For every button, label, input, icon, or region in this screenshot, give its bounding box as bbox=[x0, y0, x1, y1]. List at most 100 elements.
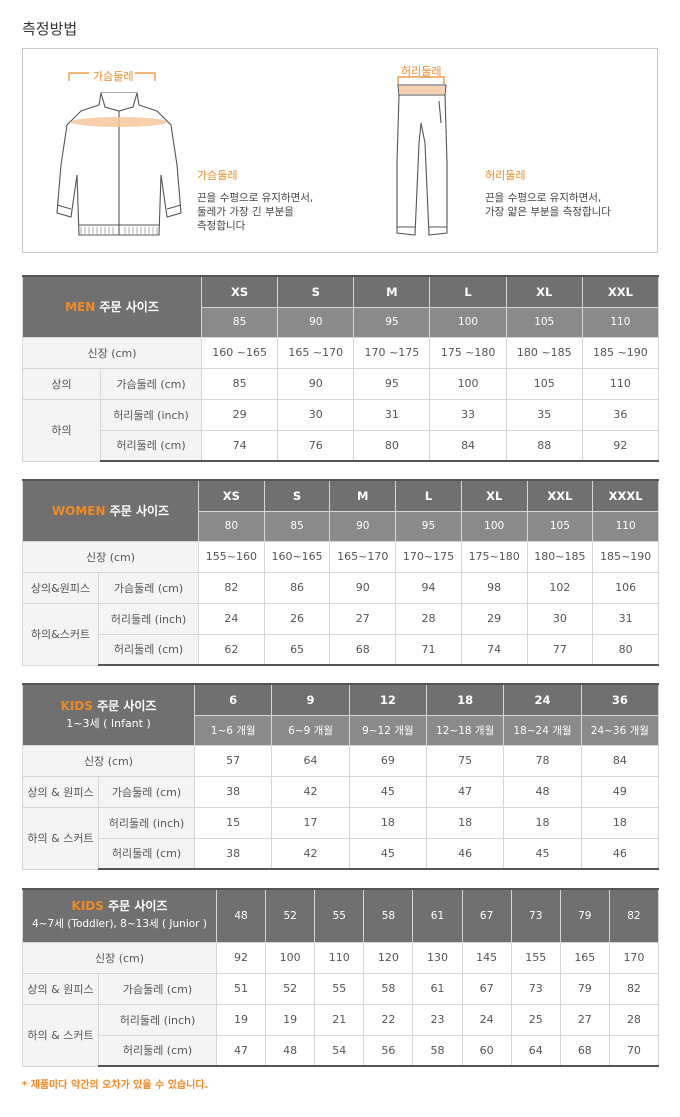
table-cell: 18 bbox=[503, 806, 582, 839]
table-cell: 160 ~165 bbox=[201, 336, 279, 369]
table-cell: 165 bbox=[559, 941, 610, 974]
table-cell: 130 bbox=[412, 941, 463, 974]
table-cell: 79 bbox=[559, 972, 610, 1005]
table-cell: 98 bbox=[460, 571, 528, 604]
table-cell: 18 bbox=[425, 806, 505, 839]
table-cell: 30 bbox=[277, 398, 355, 431]
table-cell: 45 bbox=[348, 837, 428, 870]
size-number: 105 bbox=[526, 510, 594, 542]
table-cell: 65 bbox=[263, 633, 331, 666]
table-cell: 36 bbox=[581, 398, 660, 431]
table-cell: 92 bbox=[581, 429, 660, 462]
chest-bracket-icon bbox=[68, 72, 156, 81]
size-header: 82 bbox=[608, 888, 660, 943]
size-header: XXL bbox=[526, 479, 594, 512]
size-header: 9 bbox=[271, 683, 350, 716]
table-cell: 90 bbox=[277, 367, 355, 400]
size-header: S bbox=[263, 479, 331, 512]
pants-icon bbox=[396, 84, 448, 236]
table-cell: 180~185 bbox=[526, 540, 594, 573]
table-cell: 120 bbox=[363, 941, 414, 974]
table-cell: 60 bbox=[461, 1034, 512, 1067]
waist-inch-row-label: 허리둘레 (inch) bbox=[97, 602, 200, 635]
table-cell: 49 bbox=[580, 775, 660, 808]
table-cell: 35 bbox=[505, 398, 583, 431]
table-cell: 58 bbox=[363, 972, 414, 1005]
bottom-group-label: 하의 bbox=[22, 398, 101, 462]
chest-desc-line: 끈을 수평으로 유지하면서, bbox=[197, 192, 314, 204]
table-cell: 82 bbox=[198, 571, 265, 604]
kids-junior-size-table: KIDS 주문 사이즈 4~7세 (Toddler), 8~13세 ( Juni… bbox=[22, 888, 660, 1067]
table-cell: 56 bbox=[363, 1034, 414, 1067]
table-cell: 58 bbox=[412, 1034, 463, 1067]
height-label: 신장 (cm) bbox=[21, 744, 196, 777]
men-size-table: MEN 주문 사이즈 XS S M L XL XXL 85 90 95 100 … bbox=[21, 275, 660, 462]
table-cell: 45 bbox=[503, 837, 582, 870]
table-cell: 175~180 bbox=[460, 540, 528, 573]
table-cell: 31 bbox=[592, 602, 659, 635]
size-months: 9~12 개월 bbox=[348, 714, 428, 746]
size-number: 110 bbox=[581, 306, 660, 338]
table-cell: 61 bbox=[412, 972, 463, 1005]
table-cell: 47 bbox=[425, 775, 505, 808]
chest-description: 가슴둘레 끈을 수평으로 유지하면서, 둘레가 가장 긴 부분을 측정합니다 bbox=[197, 169, 313, 233]
table-cell: 85 bbox=[201, 367, 279, 400]
size-number: 90 bbox=[277, 306, 355, 338]
table-cell: 80 bbox=[353, 429, 431, 462]
chest-desc-line: 측정합니다 bbox=[197, 220, 246, 232]
table-cell: 51 bbox=[215, 972, 267, 1005]
top-group-label: 상의 bbox=[22, 367, 101, 400]
table-cell: 80 bbox=[592, 633, 659, 666]
kids-title-brand: KIDS bbox=[71, 899, 104, 914]
size-months: 12~18 개월 bbox=[425, 714, 505, 746]
table-cell: 45 bbox=[348, 775, 428, 808]
table-cell: 106 bbox=[592, 571, 659, 604]
women-size-table: WOMEN 주문 사이즈 XS S M L XL XXL XXXL 80 85 … bbox=[21, 479, 659, 666]
table-cell: 77 bbox=[526, 633, 594, 666]
table-cell: 94 bbox=[395, 571, 462, 604]
table-cell: 48 bbox=[503, 775, 582, 808]
table-cell: 68 bbox=[329, 633, 397, 666]
size-number: 90 bbox=[329, 510, 397, 542]
size-number: 85 bbox=[263, 510, 331, 542]
size-header: XXXL bbox=[592, 479, 659, 512]
size-number: 95 bbox=[353, 306, 431, 338]
size-header: 36 bbox=[580, 683, 660, 716]
table-cell: 170 ~175 bbox=[353, 336, 431, 369]
size-header: 24 bbox=[503, 683, 582, 716]
table-cell: 75 bbox=[425, 744, 505, 777]
size-header: XXL bbox=[581, 275, 660, 308]
table-cell: 19 bbox=[265, 1003, 316, 1036]
kids-title-label: 주문 사이즈 bbox=[108, 899, 168, 914]
chest-row-label: 가슴둘레 (cm) bbox=[97, 775, 196, 808]
table-cell: 185 ~190 bbox=[581, 336, 660, 369]
size-header: XS bbox=[198, 479, 265, 512]
table-cell: 105 bbox=[505, 367, 583, 400]
waist-inch-row-label: 허리둘레 (inch) bbox=[98, 1003, 217, 1036]
table-cell: 48 bbox=[265, 1034, 316, 1067]
measurement-guide: 가슴둘레 가슴둘레 끈을 수평으로 유지하면서, 둘레가 가장 긴 부분을 측정… bbox=[22, 48, 658, 253]
chest-desc-head: 가슴둘레 bbox=[197, 169, 238, 182]
size-header: 6 bbox=[194, 683, 273, 716]
table-cell: 18 bbox=[348, 806, 428, 839]
table-cell: 86 bbox=[263, 571, 331, 604]
women-title-brand: WOMEN bbox=[51, 504, 106, 519]
bottom-group-label: 하의&스커트 bbox=[22, 602, 99, 666]
size-header: 52 bbox=[265, 888, 316, 943]
page-title: 측정방법 bbox=[22, 20, 78, 38]
waist-cm-row-label: 허리둘레 (cm) bbox=[98, 1034, 217, 1067]
size-header: 67 bbox=[461, 888, 512, 943]
size-number: 100 bbox=[460, 510, 528, 542]
waist-label: 허리둘레 bbox=[401, 65, 442, 78]
table-cell: 110 bbox=[581, 367, 660, 400]
table-cell: 100 bbox=[265, 941, 316, 974]
size-header: XL bbox=[460, 479, 528, 512]
table-cell: 47 bbox=[215, 1034, 267, 1067]
table-cell: 82 bbox=[608, 972, 660, 1005]
table-cell: 185~190 bbox=[592, 540, 659, 573]
table-cell: 54 bbox=[314, 1034, 365, 1067]
kids-title-brand: KIDS bbox=[60, 698, 93, 713]
table-cell: 29 bbox=[460, 602, 528, 635]
chest-desc-line: 둘레가 가장 긴 부분을 bbox=[197, 206, 294, 218]
table-cell: 28 bbox=[395, 602, 462, 635]
